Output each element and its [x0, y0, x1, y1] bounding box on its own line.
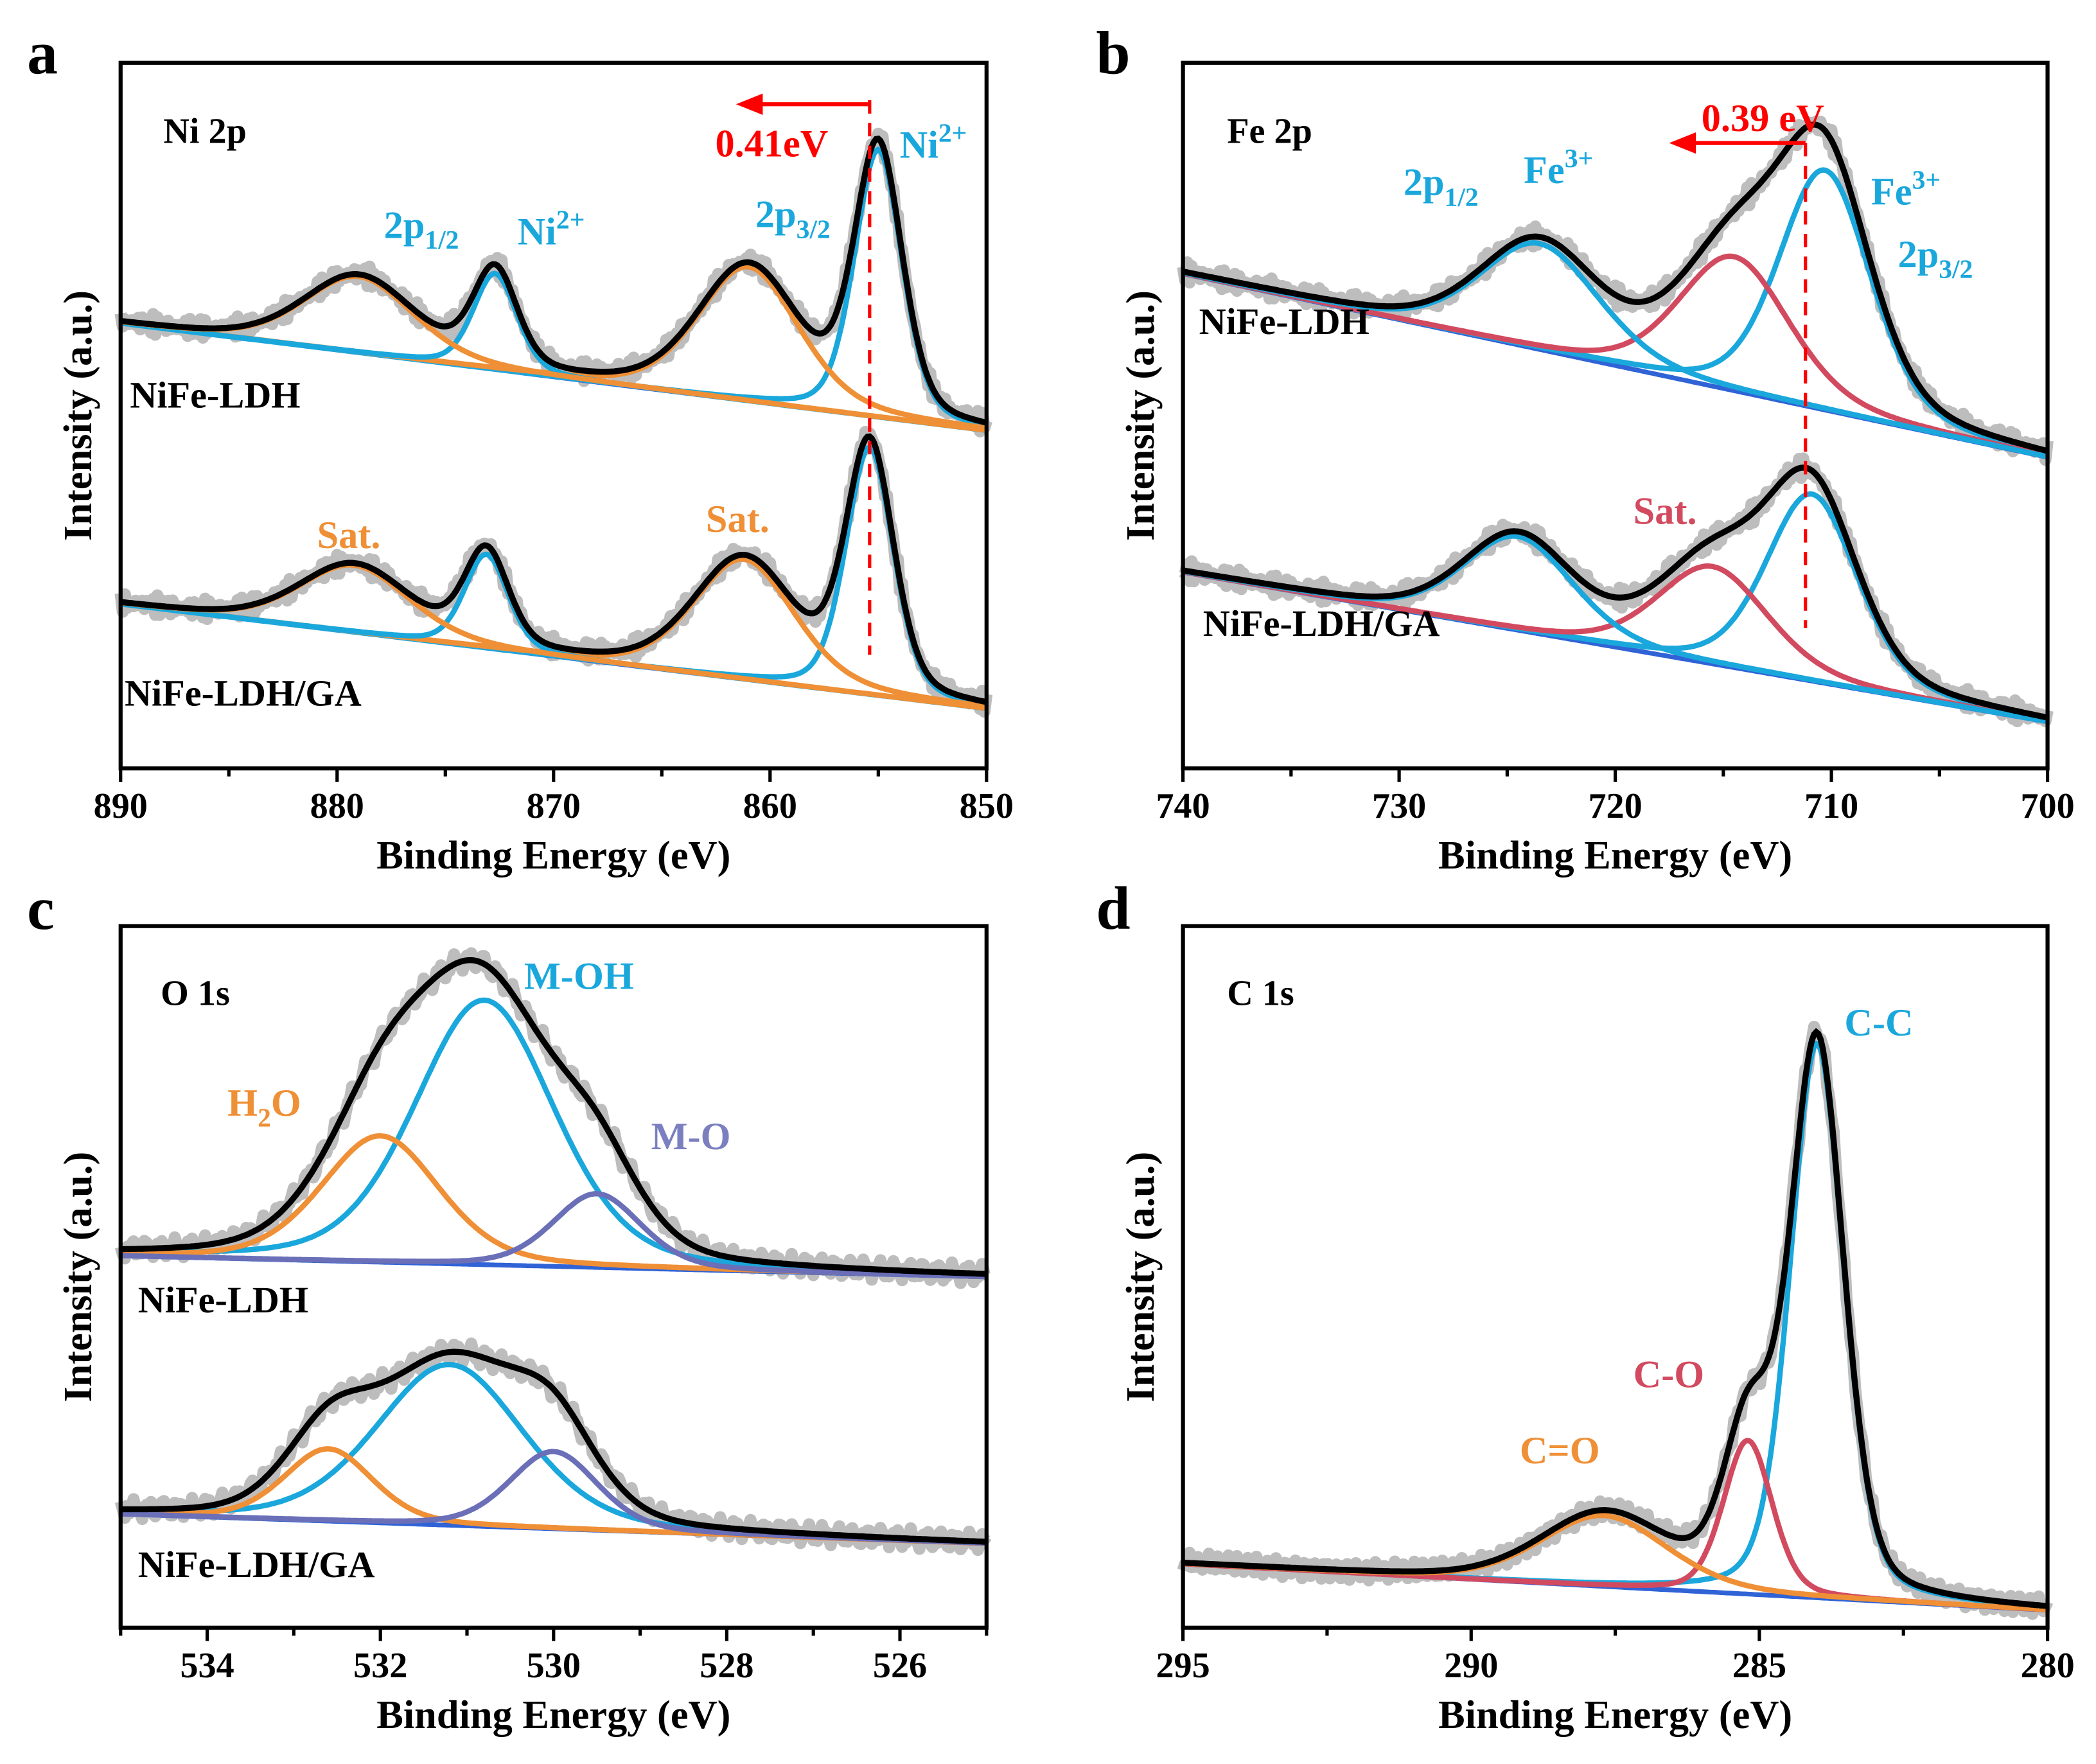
fit-component-line: [120, 444, 987, 707]
panel-letter-c: c: [27, 874, 54, 942]
sample-spectra: [114, 947, 991, 1289]
shift-label: 0.41eV: [716, 122, 829, 165]
sample-label-nife-ldh-ga: NiFe-LDH/GA: [125, 672, 362, 714]
shift-arrowhead-icon: [735, 93, 763, 115]
panel-b-annotations: Fe 2p 0.39 eV 2p1/2 Fe3+ Fe3+ 2p3/2 NiFe…: [1199, 97, 1973, 644]
fit-envelope-line: [120, 1348, 987, 1545]
x-tick-label: 290: [1444, 1646, 1498, 1686]
fit-envelope-line: [1183, 1028, 2048, 1609]
x-tick-label: 890: [94, 786, 148, 826]
panel-title: C 1s: [1227, 973, 1294, 1013]
sample-spectra: [114, 127, 992, 437]
x-tick-label: 526: [873, 1646, 927, 1686]
ni2p32-species-label: Ni2+: [900, 118, 967, 167]
x-axis-title: Binding Energy (eV): [1438, 833, 1792, 878]
sample-spectra: [1177, 1021, 2054, 1620]
spectra: [114, 127, 993, 718]
x-tick-label: 532: [353, 1646, 407, 1686]
panel-d-annotations: C 1s C-C C-O C=O: [1227, 973, 1913, 1472]
x-tick-label: 850: [960, 786, 1014, 826]
x-axis-title: Binding Energy (eV): [1438, 1693, 1792, 1737]
sample-label-nife-ldh-ga: NiFe-LDH/GA: [138, 1544, 375, 1585]
x-axis-title: Binding Energy (eV): [376, 1693, 730, 1737]
fe2p32-species-label: Fe3+: [1871, 164, 1941, 213]
y-axis-title: Intensity (a.u.): [56, 1152, 100, 1402]
sample-spectra: [1179, 452, 2054, 728]
sat-label: Sat.: [706, 498, 770, 541]
x-tick-label: 530: [527, 1646, 581, 1686]
m-o-label: M-O: [651, 1115, 731, 1158]
x-tick-label: 534: [180, 1646, 234, 1686]
fit-envelope-line: [1182, 464, 2048, 721]
shift-arrowhead-icon: [1669, 132, 1696, 154]
sample-spectra: [114, 1337, 992, 1557]
x-tick-label: 295: [1156, 1646, 1210, 1686]
c-double-o-label: C=O: [1520, 1429, 1600, 1472]
shift-label: 0.39 eV: [1702, 97, 1824, 140]
x-tick-label: 880: [310, 786, 364, 826]
ni2p12-label: 2p1/2: [384, 204, 459, 254]
x-tick-label: 528: [700, 1646, 753, 1686]
fit-envelope-line: [1182, 121, 2048, 454]
fit-envelope-line: [120, 136, 987, 426]
panel-letter-b: b: [1096, 19, 1130, 87]
sat-label: Sat.: [1634, 490, 1697, 533]
sat-label: Sat.: [317, 514, 381, 557]
y-axis-title: Intensity (a.u.): [1118, 1152, 1163, 1402]
fe2p12-label: 2p1/2: [1404, 161, 1479, 212]
y-axis-title: Intensity (a.u.): [1118, 290, 1163, 541]
sample-label-nife-ldh: NiFe-LDH: [1199, 301, 1369, 342]
fit-component-line: [120, 1191, 987, 1280]
sample-label-nife-ldh-ga: NiFe-LDH/GA: [1203, 603, 1440, 644]
fit-component-line: [120, 1133, 987, 1280]
c-c-label: C-C: [1844, 1001, 1913, 1045]
sample-label-nife-ldh: NiFe-LDH: [138, 1279, 308, 1321]
x-tick-label: 285: [1732, 1646, 1786, 1686]
raw-data-line: [1177, 1021, 2054, 1620]
x-axis-title: Binding Energy (eV): [376, 833, 730, 878]
x-tick-label: 740: [1156, 786, 1210, 826]
m-oh-label: M-OH: [524, 955, 634, 998]
fit-envelope-line: [120, 957, 987, 1277]
panel-d-c1s: 295 290 285 280 Binding Energy (eV) Intensity…: [1118, 924, 2075, 1737]
panel-letter-a: a: [27, 19, 58, 87]
h2o-label: H2O: [227, 1082, 301, 1133]
panel-a-ni2p: 890 880 870 860 850 Binding Energy (eV) Intens…: [56, 60, 1014, 878]
x-tick-label: 870: [527, 786, 581, 826]
panel-title: Fe 2p: [1227, 112, 1312, 152]
panel-b-fe2p: 740 730 720 710 700 Binding Energy (eV) Intens…: [1118, 60, 2075, 878]
x-tick-label: 710: [1804, 786, 1858, 826]
y-axis-title: Intensity (a.u.): [56, 290, 100, 541]
panel-title: Ni 2p: [163, 112, 247, 152]
sample-spectra: [1177, 115, 2054, 466]
x-tick-label: 280: [2020, 1646, 2074, 1686]
panel-c-annotations: O 1s M-OH H2O M-O NiFe-LDH NiFe-LDH/GA: [138, 955, 731, 1585]
panel-letter-d: d: [1096, 874, 1130, 942]
ni2p32-label: 2p3/2: [755, 193, 831, 244]
sample-spectra: [114, 425, 993, 718]
spectra: [1177, 1021, 2054, 1620]
fit-envelope-line: [120, 433, 987, 705]
fe2p32-label: 2p3/2: [1898, 233, 1973, 284]
x-tick-label: 720: [1588, 786, 1642, 826]
spectra: [1177, 115, 2054, 728]
x-tick-label: 730: [1372, 786, 1426, 826]
x-tick-label: 700: [2020, 786, 2074, 826]
x-tick-label: 860: [743, 786, 797, 826]
panel-c-o1s: 534 532 530 528 526 Binding Energy (eV) Intens…: [56, 924, 992, 1737]
sample-label-nife-ldh: NiFe-LDH: [130, 374, 300, 416]
fe2p12-species-label: Fe3+: [1524, 143, 1593, 192]
ni2p12-species-label: Ni2+: [518, 205, 585, 254]
c-o-label: C-O: [1634, 1353, 1705, 1396]
spectra: [114, 947, 992, 1557]
panel-a-annotations: Ni 2p 0.41eV Ni2+ 2p3/2 2p1/2 Ni2+ NiFe-…: [125, 112, 967, 714]
panel-title: O 1s: [161, 973, 230, 1013]
